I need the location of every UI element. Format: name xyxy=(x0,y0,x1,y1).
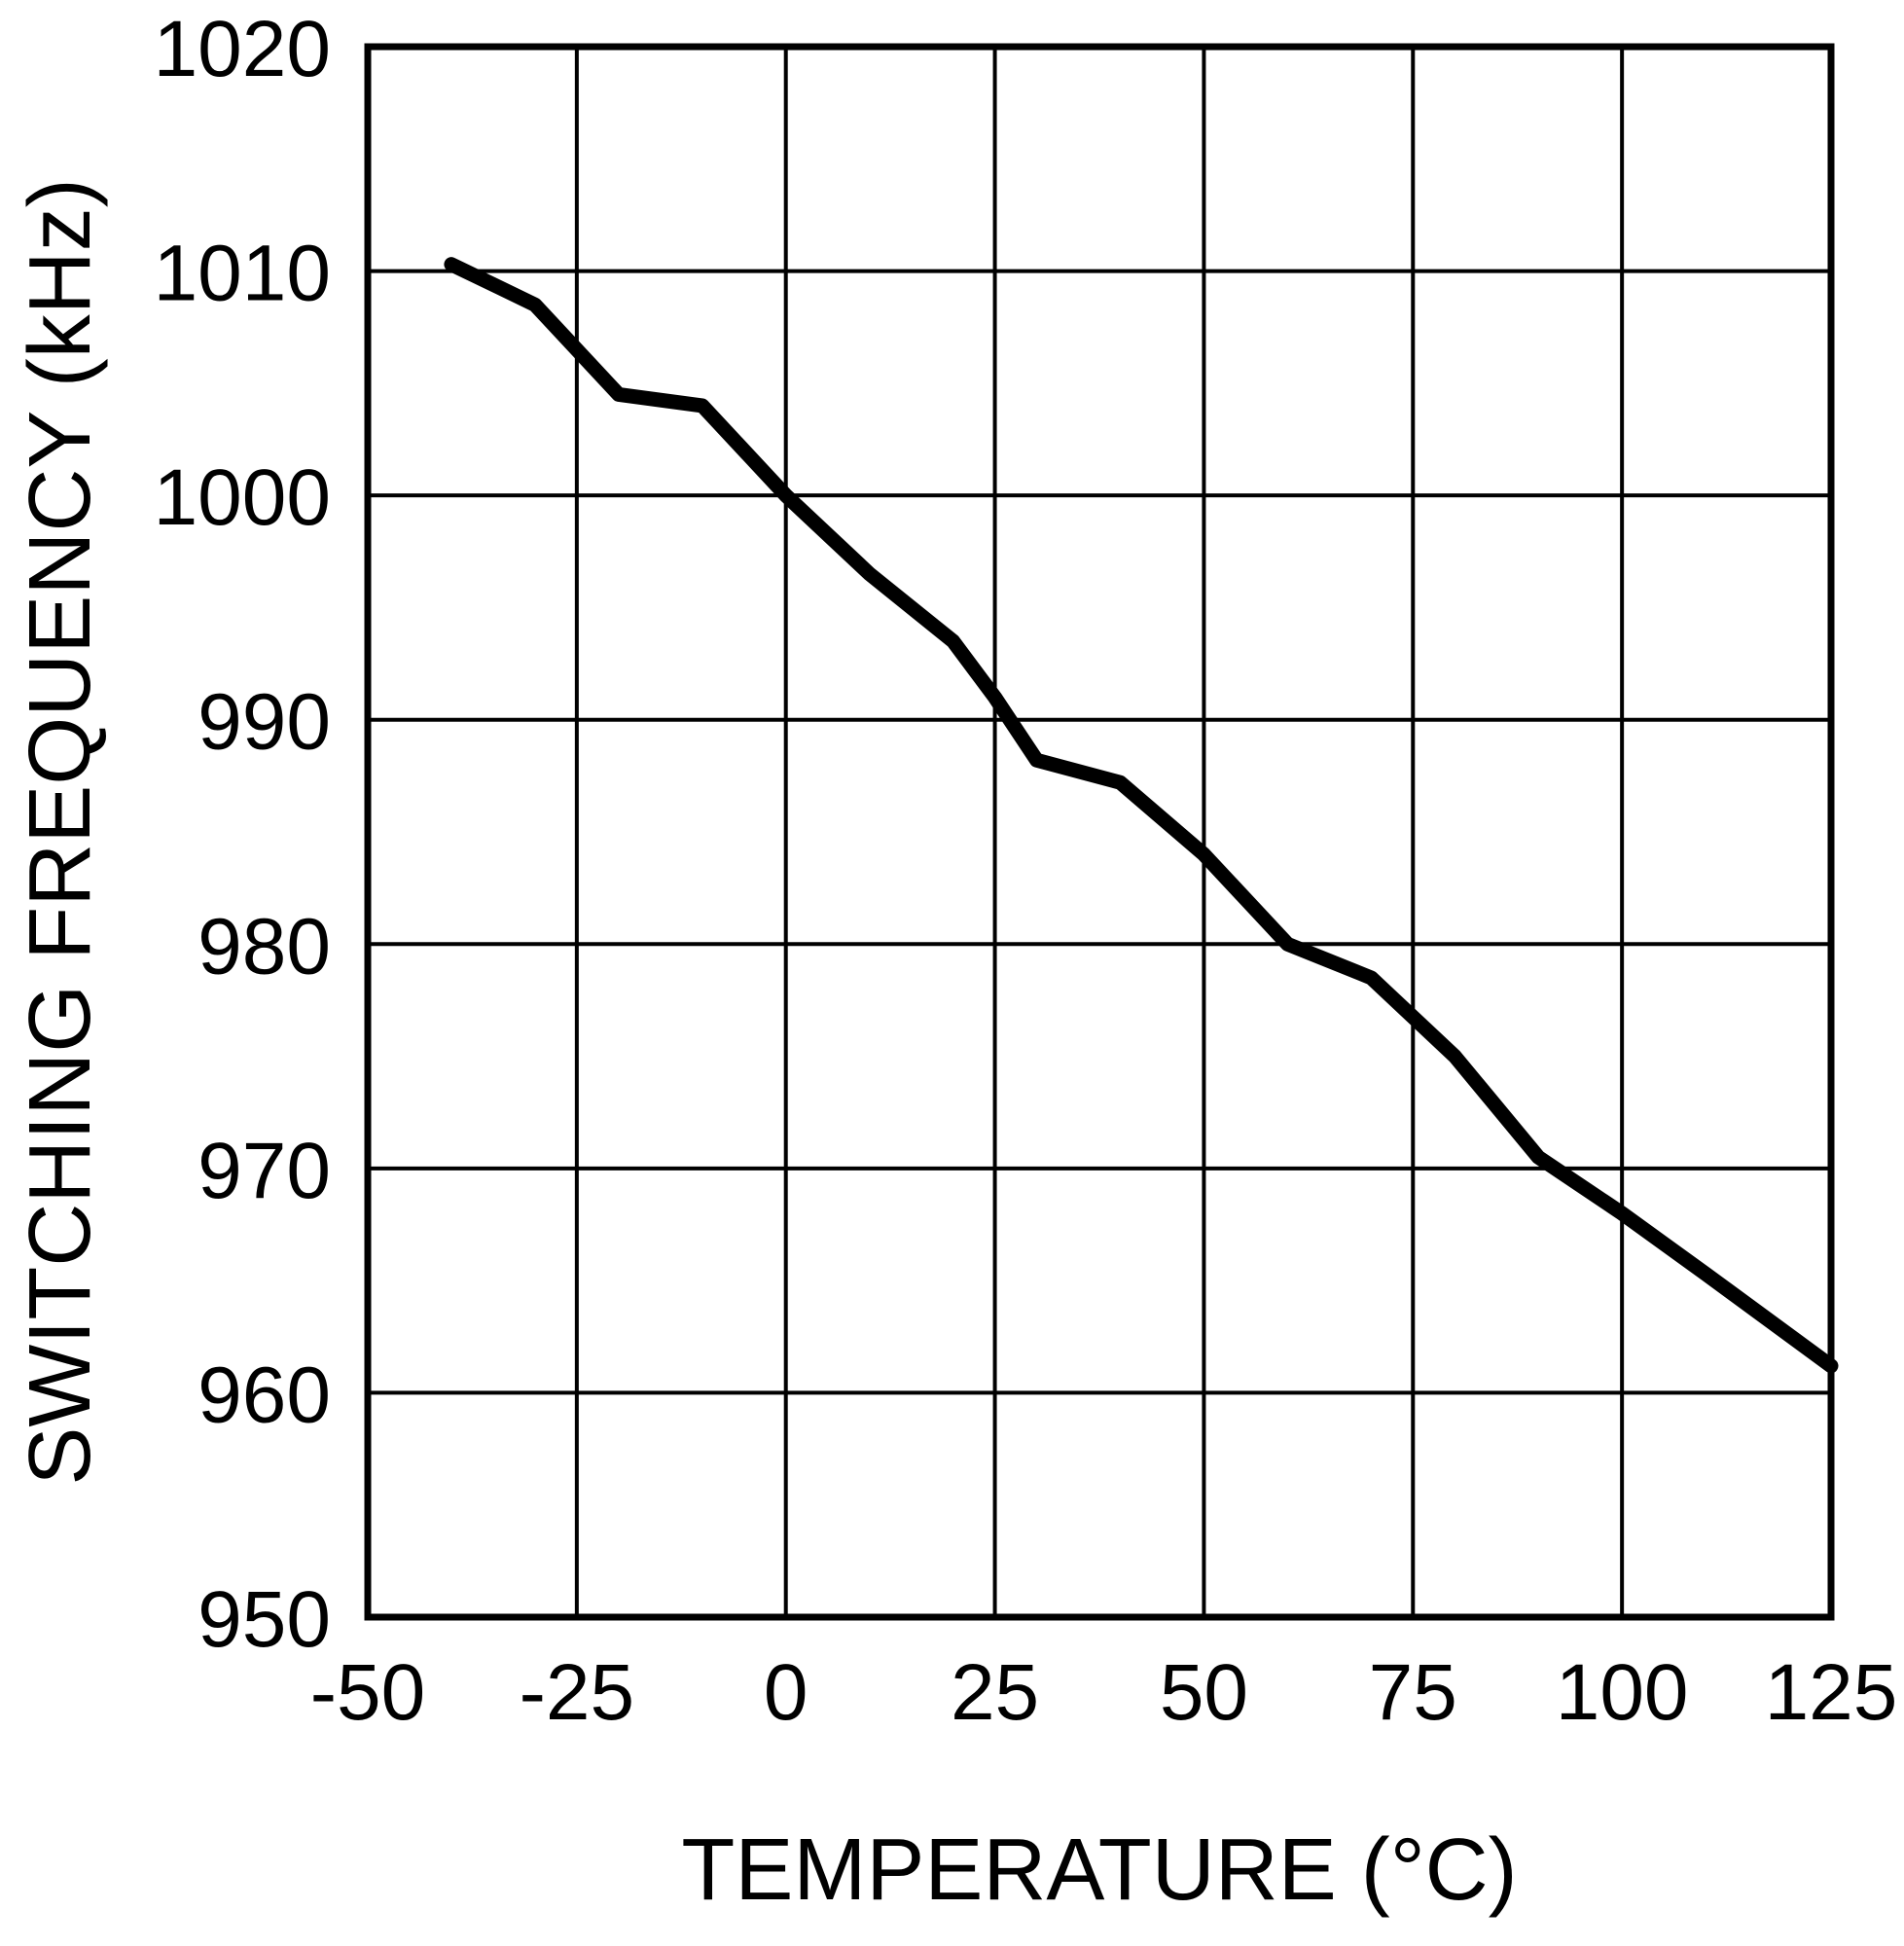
y-tick-label: 980 xyxy=(198,902,331,991)
x-axis-title: TEMPERATURE (°C) xyxy=(681,1821,1517,1919)
y-tick-label: 950 xyxy=(198,1575,331,1664)
y-tick-label: 1000 xyxy=(154,453,331,542)
y-tick-label: 1020 xyxy=(154,5,331,93)
data-line xyxy=(444,257,1839,1374)
y-tick-labels: 950 960 970 980 990 1000 1010 1020 xyxy=(154,5,331,1664)
y-tick-label: 960 xyxy=(198,1351,331,1439)
x-tick-label: -25 xyxy=(520,1648,635,1737)
x-tick-label: 125 xyxy=(1765,1648,1898,1737)
y-tick-label: 1010 xyxy=(154,230,331,318)
y-tick-label: 990 xyxy=(198,678,331,767)
y-tick-label: 970 xyxy=(198,1127,331,1215)
x-tick-label: 25 xyxy=(951,1648,1039,1737)
plot-border xyxy=(364,43,1835,1621)
x-tick-label: 50 xyxy=(1160,1648,1248,1737)
x-tick-label: 100 xyxy=(1556,1648,1689,1737)
x-tick-label: 0 xyxy=(764,1648,808,1737)
x-tick-label: -50 xyxy=(310,1648,426,1737)
x-tick-labels: -50 -25 0 25 50 75 100 125 xyxy=(310,1648,1898,1737)
y-axis-title: SWITCHING FREQUENCY (kHz) xyxy=(12,178,109,1485)
x-tick-label: 75 xyxy=(1369,1648,1457,1737)
